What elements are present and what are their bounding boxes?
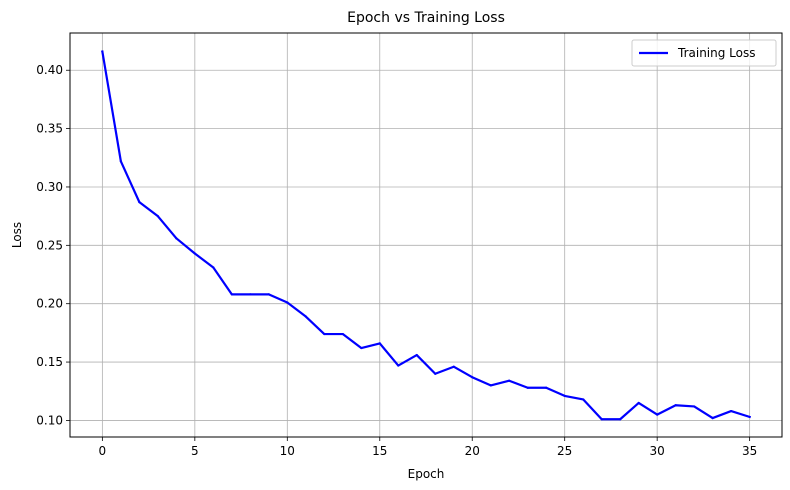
y-tick-label: 0.10 <box>36 413 63 427</box>
data-point <box>452 365 455 368</box>
data-point <box>193 252 196 255</box>
data-point <box>748 415 751 419</box>
legend: Training Loss <box>631 39 777 67</box>
data-point <box>323 332 326 336</box>
grid-lines <box>70 33 782 437</box>
data-point <box>119 160 122 163</box>
chart-title: Epoch vs Training Loss <box>347 10 505 26</box>
data-point <box>637 401 640 405</box>
series-layer <box>101 50 752 421</box>
data-point <box>563 394 566 398</box>
y-tick-label: 0.35 <box>36 122 63 136</box>
x-tick-label: 20 <box>465 444 480 458</box>
data-point <box>619 418 622 421</box>
axis-ticks: 0 5 10 15 20 25 30 35 0.10 0.15 0.20 0.25 0.30 0.35 0.… <box>36 63 757 458</box>
x-tick-label: 30 <box>650 444 665 458</box>
data-point <box>304 315 307 318</box>
data-point <box>360 346 363 350</box>
data-point <box>656 413 659 416</box>
legend-label: Training Loss <box>677 46 755 60</box>
x-tick-label: 35 <box>742 444 757 458</box>
y-axis-title: Loss <box>10 222 24 248</box>
data-point <box>138 201 141 204</box>
data-point <box>508 379 511 382</box>
data-point <box>545 386 548 389</box>
y-tick-label: 0.30 <box>36 180 63 194</box>
data-point <box>230 293 233 296</box>
data-point <box>471 376 474 379</box>
y-tick-label: 0.15 <box>36 355 63 369</box>
x-tick-label: 0 <box>99 444 107 458</box>
y-tick-label: 0.40 <box>36 63 63 77</box>
data-point <box>156 215 159 218</box>
x-tick-label: 10 <box>280 444 295 458</box>
data-point <box>434 372 437 375</box>
data-point <box>341 332 344 336</box>
x-tick-label: 5 <box>191 444 199 458</box>
legend-box <box>631 39 777 67</box>
data-point <box>674 404 677 407</box>
data-point <box>101 50 104 53</box>
plot-frame <box>69 32 783 438</box>
data-point <box>693 405 696 408</box>
x-tick-label: 25 <box>557 444 572 458</box>
data-point <box>267 293 270 296</box>
series-line-training-loss <box>101 50 752 421</box>
y-tick-label: 0.20 <box>36 297 63 311</box>
data-point <box>378 342 381 345</box>
y-tick-label: 0.25 <box>36 238 63 252</box>
data-point <box>489 384 492 387</box>
data-point <box>175 237 178 240</box>
x-tick-label: 15 <box>372 444 387 458</box>
data-point <box>711 416 714 420</box>
data-point <box>526 386 529 389</box>
data-point <box>212 266 215 269</box>
data-point <box>415 353 418 357</box>
data-point <box>286 301 289 304</box>
x-axis-title: Epoch <box>408 467 445 481</box>
data-point <box>582 398 585 401</box>
data-point <box>397 364 400 367</box>
data-point <box>730 409 733 413</box>
data-point <box>249 293 252 296</box>
data-point <box>600 418 603 421</box>
